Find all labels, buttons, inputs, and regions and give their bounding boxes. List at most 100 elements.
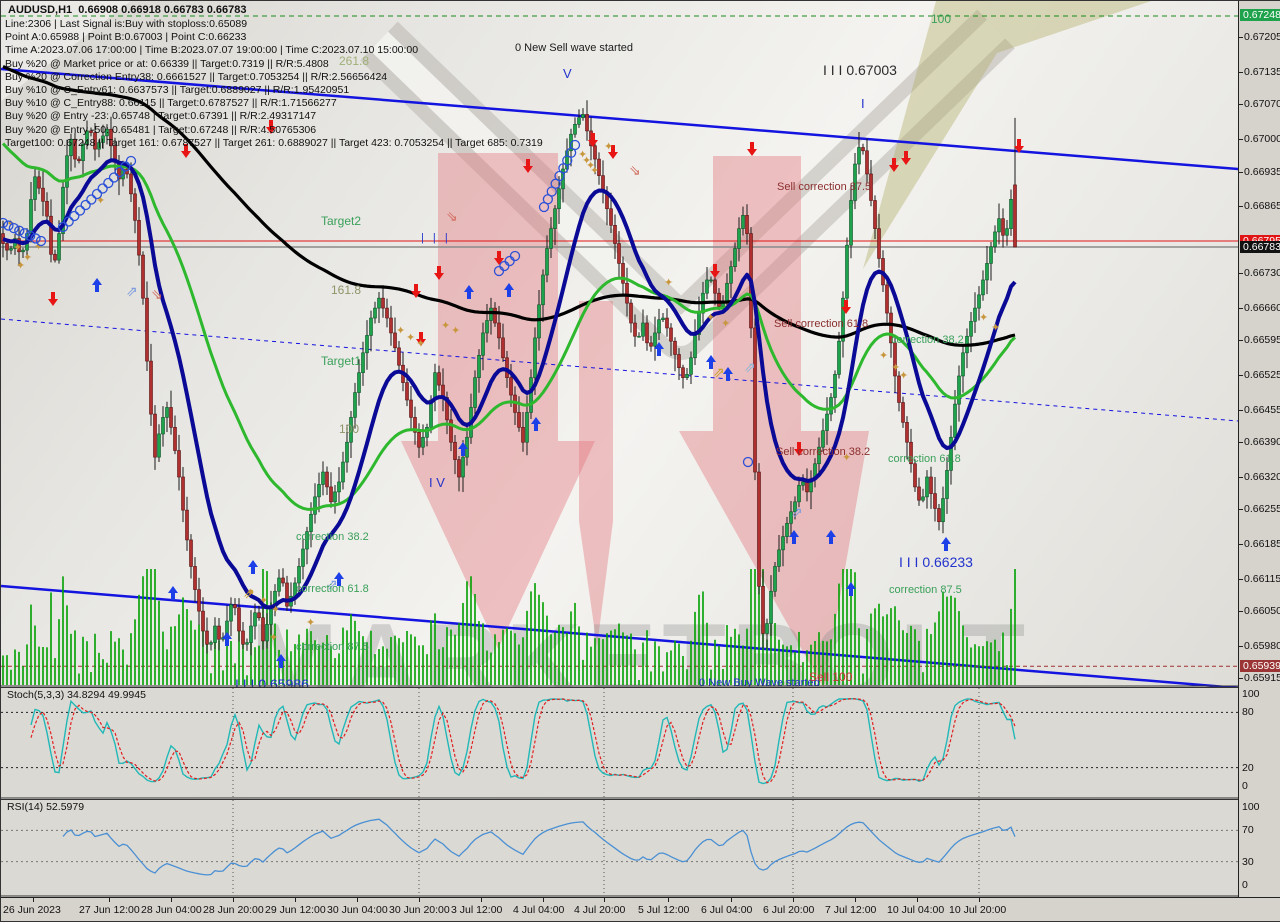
star-icon: ✦ bbox=[269, 632, 278, 644]
hollow-arrow-icon: ⇗ bbox=[126, 283, 138, 299]
annotation-text: correction 61.8 bbox=[296, 583, 369, 595]
annotation-text: Sell 100 bbox=[809, 670, 853, 684]
price-axis-label: 0.66730 bbox=[1239, 267, 1280, 279]
annotation-text: correction 38.2 bbox=[296, 531, 369, 543]
buy-arrow-icon bbox=[248, 560, 258, 574]
star-icon: ✦ bbox=[396, 325, 405, 337]
buy-arrow-icon bbox=[276, 654, 286, 668]
price-box-0.67248: 0.67248 bbox=[1240, 9, 1280, 21]
annotation-text: 161.8 bbox=[331, 283, 361, 297]
price-axis-label: 0.65980 bbox=[1239, 640, 1280, 652]
star-icon: ✦ bbox=[451, 325, 460, 337]
price-axis[interactable]: 0.67205 0.67135 0.67070 0.67000 0.66935 0.668… bbox=[1238, 1, 1280, 897]
rsi-scale-label: 0 bbox=[1242, 879, 1248, 891]
annotation-text: I V bbox=[429, 475, 445, 490]
star-icon: ✦ bbox=[842, 452, 851, 464]
star-icon: ✦ bbox=[721, 318, 730, 330]
star-icon: ✦ bbox=[706, 312, 715, 324]
stoch-main-line bbox=[30, 697, 1016, 785]
annotation-text: I bbox=[861, 96, 865, 111]
time-axis-label: 4 Jul 20:00 bbox=[574, 904, 626, 916]
channel-middle-dashed bbox=[1, 318, 1238, 422]
sell-arrow-icon bbox=[608, 145, 618, 159]
star-icon: ✦ bbox=[6, 218, 15, 230]
time-axis-label: 10 Jul 20:00 bbox=[949, 904, 1007, 916]
star-icon: ✦ bbox=[582, 155, 591, 167]
ma-slow-black bbox=[2, 65, 1016, 347]
buy-arrow-icon bbox=[531, 417, 541, 431]
volume-histogram bbox=[2, 569, 1016, 685]
circle-marker-icon bbox=[3, 220, 14, 231]
time-axis-label: 30 Jun 20:00 bbox=[389, 904, 450, 916]
rsi-label: RSI(14) 52.5979 bbox=[7, 801, 85, 813]
candles-layer bbox=[1, 65, 1017, 656]
circle-marker-icon bbox=[8, 222, 20, 234]
annotation-text: I I I 0.67003 bbox=[823, 62, 897, 78]
buy-arrow-icon bbox=[504, 283, 514, 297]
star-icon: ✦ bbox=[259, 595, 268, 607]
circle-marker-icon bbox=[108, 172, 120, 183]
channel-upper-line bbox=[1, 67, 1238, 171]
annotations-layer: 0 New Sell wave started 261.8 100 I I I 0.6… bbox=[235, 12, 973, 692]
watermark-shape bbox=[1, 1, 131, 101]
star-icon: ✦ bbox=[586, 160, 595, 172]
time-axis-label: 3 Jul 12:00 bbox=[451, 904, 503, 916]
buy-arrow-icon bbox=[654, 342, 664, 356]
hollow-arrow-icon: ⇗ bbox=[326, 576, 338, 592]
circle-marker-icon bbox=[80, 199, 91, 211]
star-icon: ✦ bbox=[34, 241, 43, 253]
star-icon: ✦ bbox=[979, 312, 988, 324]
chart-area[interactable]: MARKETBOLT ⇘ ⇘ ⇘ ⇗ ⇗ ⇗ ⇗ ⇗ ⇗ ✦ ✦ ✦ ✦ ✦ ✦ ✦ ✦ ✦ ✦ ✦ ✦ ✦ ✦ ✦ ✦ ✦ ✦ ✦ ✦ ✦… bbox=[1, 1, 1238, 897]
main-chart-svg[interactable]: MARKETBOLT⇘⇘⇘⇗⇗⇗⇗⇗⇗✦✦✦✦✦✦✦✦ ✦✦ ✦✦✦✦✦✦✦✦ ✦✦✦… bbox=[1, 1, 1238, 897]
time-axis-label: 30 Jun 04:00 bbox=[327, 904, 388, 916]
price-axis-label: 0.66390 bbox=[1239, 436, 1280, 448]
price-axis-label: 0.66935 bbox=[1239, 166, 1280, 178]
circle-marker-icon bbox=[114, 166, 125, 178]
star-icon: ✦ bbox=[578, 149, 587, 161]
circle-marker-icon bbox=[125, 155, 137, 167]
info-line: Point A:0.65988 | Point B:0.67003 | Poin… bbox=[5, 31, 247, 44]
time-axis-label: 26 Jun 2023 bbox=[3, 904, 61, 916]
time-axis[interactable]: 26 Jun 2023 27 Jun 12:00 28 Jun 04:00 28 Ju… bbox=[1, 897, 1280, 921]
sell-arrow-icon bbox=[434, 266, 444, 280]
price-axis-label: 0.65915 bbox=[1239, 672, 1280, 684]
time-axis-label: 27 Jun 12:00 bbox=[79, 904, 140, 916]
buy-arrow-icon bbox=[168, 586, 178, 600]
stoch-signal-line bbox=[30, 698, 1016, 784]
buy-arrow-icon bbox=[92, 278, 102, 292]
price-box-0.65939: 0.65939 bbox=[1240, 660, 1280, 672]
info-line: Buy %20 @ Entry -23: 0.65748 | Target:0.… bbox=[5, 110, 317, 123]
circle-marker-icon bbox=[74, 205, 86, 216]
circle-marker-icon bbox=[120, 161, 131, 172]
circle-marker-icon bbox=[86, 194, 97, 205]
buy-arrow-icon bbox=[789, 530, 799, 544]
sell-arrow-icon bbox=[794, 442, 804, 456]
sell-arrow-icon bbox=[901, 151, 911, 165]
annotation-text: 0 New Sell wave started bbox=[515, 42, 633, 54]
annotation-text: 100 bbox=[931, 12, 951, 26]
circle-marker-icon bbox=[103, 177, 114, 189]
signal-info-block: Line:2306 | Last Signal is:Buy with stop… bbox=[5, 18, 543, 150]
star-icon: ✦ bbox=[441, 320, 450, 332]
star-icon: ✦ bbox=[664, 277, 673, 289]
buy-arrow-icon bbox=[723, 367, 733, 381]
price-box-0.66783: 0.66783 bbox=[1240, 241, 1280, 253]
circle-marker-icon bbox=[742, 456, 754, 468]
buy-arrow-icon bbox=[334, 572, 344, 586]
annotation-text: 100 bbox=[339, 422, 359, 436]
star-icon: ✦ bbox=[590, 165, 599, 177]
time-axis-label: 6 Jul 20:00 bbox=[763, 904, 815, 916]
info-line: Target100: 0.67248 || Target 161: 0.6787… bbox=[5, 136, 543, 149]
time-axis-label: 6 Jul 04:00 bbox=[701, 904, 753, 916]
circle-marker-icon bbox=[14, 225, 25, 236]
annotation-text: Sell correction 87.5 bbox=[777, 181, 871, 193]
annotation-text: Target1 bbox=[321, 354, 361, 368]
star-icon: ✦ bbox=[879, 350, 888, 362]
hollow-arrow-icon: ⇘ bbox=[446, 208, 458, 224]
info-line: Buy %10 @ C_Entry88: 0.66115 || Target:0… bbox=[5, 97, 337, 110]
info-line: Buy %20 @ Entry -50: 0.65481 | Target:0.… bbox=[5, 123, 317, 136]
price-axis-label: 0.67205 bbox=[1239, 31, 1280, 43]
hollow-arrow-icon: ⇘ bbox=[151, 286, 163, 302]
star-icon: ✦ bbox=[604, 141, 613, 153]
